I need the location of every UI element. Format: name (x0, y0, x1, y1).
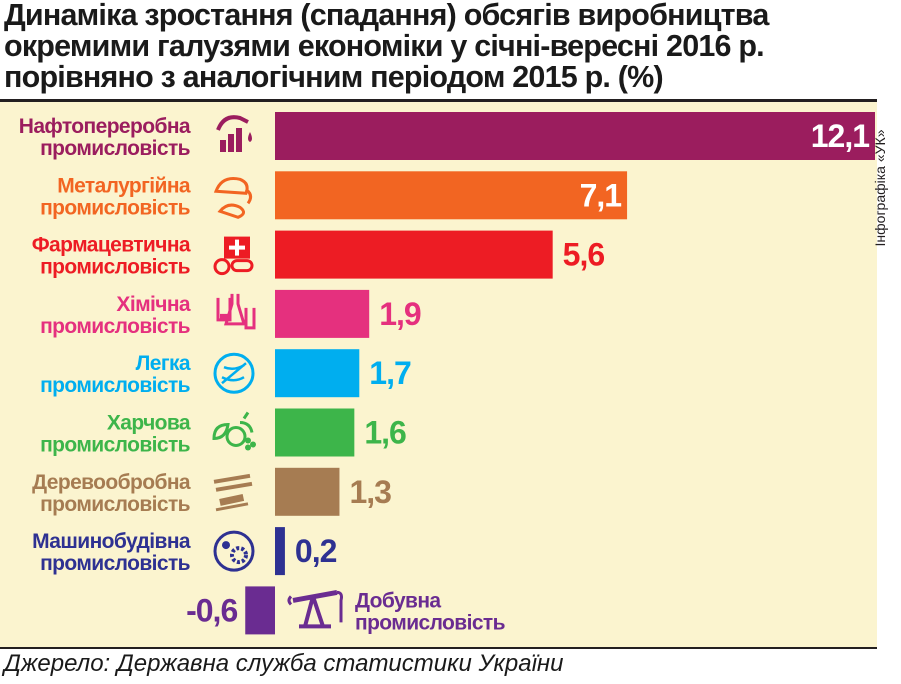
category-label: Фармацевтична промисловість (32, 234, 191, 279)
bar (275, 289, 370, 338)
bar (275, 349, 360, 398)
food-produce-icon (212, 411, 256, 451)
title-line: окремими галузями економіки у січні-вере… (4, 29, 765, 63)
category-label: Деревообробна промисловість (32, 471, 191, 516)
oil-refinery-icon (216, 115, 252, 152)
value-label: 1,7 (369, 355, 411, 391)
value-label: 1,9 (379, 296, 421, 332)
woodworking-tools-icon (213, 473, 253, 512)
category-label: Металургійна промисловість (40, 174, 191, 219)
pharmacy-pills-icon (213, 236, 254, 276)
value-label: 1,6 (364, 415, 406, 451)
metallurgy-ladle-icon (213, 177, 253, 219)
bar (275, 230, 553, 279)
textile-thread-icon (213, 352, 255, 394)
category-label: Нафтопереробна промисловість (19, 115, 191, 160)
title-divider (0, 99, 877, 102)
category-label: Харчова промисловість (40, 412, 191, 457)
category-label: Легка промисловість (40, 352, 191, 397)
bar (275, 112, 875, 160)
bar (245, 586, 275, 635)
value-label: 5,6 (563, 237, 605, 273)
source-divider (0, 647, 877, 649)
bar-chart: Нафтопереробна промисловість 12,1 Металургі… (19, 112, 875, 635)
machine-gears-icon (213, 530, 255, 572)
value-label: 1,3 (349, 474, 391, 510)
category-label: Хімічна промисловість (40, 293, 191, 338)
chart-title: Динаміка зростання (спадання) обсягів ви… (4, 0, 894, 93)
bar (275, 408, 355, 457)
credit-text: Інфографіка «УК» (872, 129, 888, 247)
value-label: -0,6 (186, 592, 237, 628)
chemistry-flasks-icon (216, 293, 256, 330)
category-label: Машинобудівна промисловість (32, 530, 191, 575)
source-note: Джерело: Державна служба статистики Укра… (4, 650, 564, 677)
bar (275, 527, 285, 576)
title-line: Динаміка зростання (спадання) обсягів ви… (4, 0, 769, 32)
value-label: 0,2 (295, 533, 337, 569)
value-label: 7,1 (580, 177, 622, 213)
title-line: порівняно з аналогічним періодом 2015 р.… (4, 60, 664, 94)
oil-pumpjack-icon (287, 589, 343, 629)
bar (275, 467, 340, 516)
category-label: Добувна промисловість (355, 589, 506, 634)
infographic-credit: Інфографіка «УК» (866, 108, 894, 268)
bar (275, 171, 628, 220)
value-label: 12,1 (811, 118, 869, 154)
